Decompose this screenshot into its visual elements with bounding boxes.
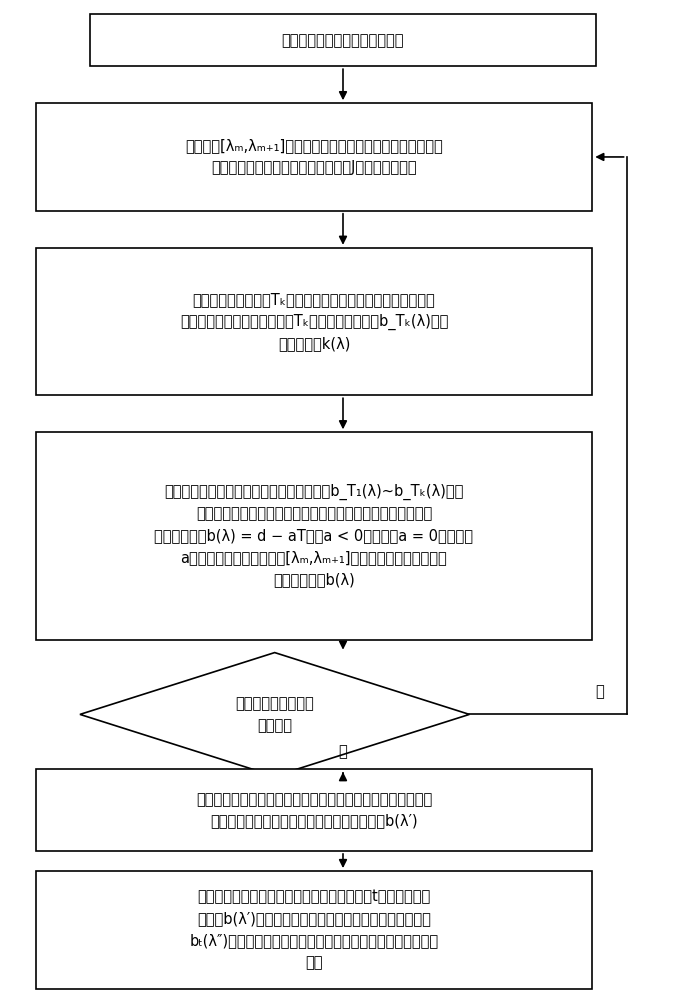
Polygon shape bbox=[80, 653, 469, 776]
Text: 化的变化模型b(λ): 化的变化模型b(λ) bbox=[273, 572, 355, 587]
Text: 否: 否 bbox=[595, 684, 604, 699]
Bar bbox=[36, 769, 593, 851]
Text: 传感器在不同测量温度下，分别测量J个黑体的响应值: 传感器在不同测量温度下，分别测量J个黑体的响应值 bbox=[211, 160, 417, 175]
Text: 在获得所有测量温度所对应的系统辐射偏置b_T₁(λ)~b_Tₖ(λ)后，: 在获得所有测量温度所对应的系统辐射偏置b_T₁(λ)~b_Tₖ(λ)后， bbox=[164, 484, 464, 500]
Bar bbox=[36, 103, 593, 211]
Text: 变化模型为：b(λ) = d − aT，若a < 0，则设置a = 0，否则，: 变化模型为：b(λ) = d − aT，若a < 0，则设置a = 0，否则， bbox=[154, 528, 473, 543]
Text: 化模型b(λ′)后，得到所述光谱传感器实际的系统辐射偏置: 化模型b(λ′)后，得到所述光谱传感器实际的系统辐射偏置 bbox=[197, 911, 431, 926]
Text: 对于每一个测量温度Tₖ，对不同黑体的响应值采用最小二乘法: 对于每一个测量温度Tₖ，对不同黑体的响应值采用最小二乘法 bbox=[193, 292, 436, 307]
Text: 校正: 校正 bbox=[305, 955, 322, 970]
Text: 变化模型: 变化模型 bbox=[257, 718, 292, 733]
Text: a保持不变，最终得到谱段[λₘ,λₘ₊₁]内系统辐射偏置随温度变: a保持不变，最终得到谱段[λₘ,λₘ₊₁]内系统辐射偏置随温度变 bbox=[180, 550, 447, 565]
Bar bbox=[36, 248, 593, 395]
Bar bbox=[90, 14, 596, 66]
Text: 采用线性模型进行拟合，得到所述系统辐射偏置随温度变化的: 采用线性模型进行拟合，得到所述系统辐射偏置随温度变化的 bbox=[196, 506, 432, 521]
Text: 获取到所有谱段内的: 获取到所有谱段内的 bbox=[235, 696, 314, 711]
Bar bbox=[36, 871, 593, 989]
Text: 统响应函数k(λ): 统响应函数k(λ) bbox=[278, 336, 350, 351]
Text: 量谱段内系统辐射偏置随温度变化的变化模型b(λ′): 量谱段内系统辐射偏置随温度变化的变化模型b(λ′) bbox=[210, 814, 418, 829]
Bar bbox=[36, 432, 593, 640]
Text: 进行拟合，从而得到测量温度Tₖ下的系统辐射偏置b_Tₖ(λ)和系: 进行拟合，从而得到测量温度Tₖ下的系统辐射偏置b_Tₖ(λ)和系 bbox=[180, 313, 448, 330]
Text: 对于谱段[λₘ,λₘ₊₁]，在室内光学定标环境下，利用所述光谱: 对于谱段[λₘ,λₘ₊₁]，在室内光学定标环境下，利用所述光谱 bbox=[185, 138, 443, 153]
Text: 将整个测量谱段划分为若干谱段: 将整个测量谱段划分为若干谱段 bbox=[282, 33, 404, 48]
Text: bₜ(λ″)，从而实现对所述光谱传感器的系统辐射偏置的自适应: bₜ(λ″)，从而实现对所述光谱传感器的系统辐射偏置的自适应 bbox=[189, 933, 438, 948]
Text: 综合各个谱段内系统辐射偏置随温度变化的模型，得到整个测: 综合各个谱段内系统辐射偏置随温度变化的模型，得到整个测 bbox=[196, 792, 432, 807]
Text: 是: 是 bbox=[339, 744, 347, 759]
Text: 在任一测量时刻，获得外场条件下的实时温度t，代入所述变: 在任一测量时刻，获得外场条件下的实时温度t，代入所述变 bbox=[198, 889, 431, 904]
